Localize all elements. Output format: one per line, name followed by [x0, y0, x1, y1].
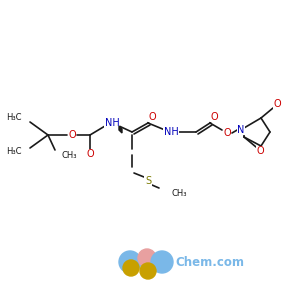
Polygon shape [119, 126, 122, 133]
Text: O: O [148, 112, 156, 122]
Circle shape [123, 260, 139, 276]
Text: NH: NH [105, 118, 119, 128]
Text: H₃C: H₃C [7, 112, 22, 122]
Text: S: S [145, 176, 151, 186]
Text: O: O [273, 99, 281, 109]
Circle shape [140, 263, 156, 279]
Circle shape [138, 249, 156, 267]
Text: O: O [86, 149, 94, 159]
Text: N: N [237, 125, 245, 135]
Text: O: O [256, 146, 264, 156]
Text: O: O [223, 128, 231, 138]
Text: Chem.com: Chem.com [175, 256, 244, 268]
Circle shape [119, 251, 141, 273]
Text: CH₃: CH₃ [62, 151, 77, 160]
Text: O: O [210, 112, 218, 122]
Circle shape [151, 251, 173, 273]
Text: NH: NH [164, 127, 178, 137]
Text: CH₃: CH₃ [171, 188, 187, 197]
Text: O: O [68, 130, 76, 140]
Text: H₃C: H₃C [7, 148, 22, 157]
